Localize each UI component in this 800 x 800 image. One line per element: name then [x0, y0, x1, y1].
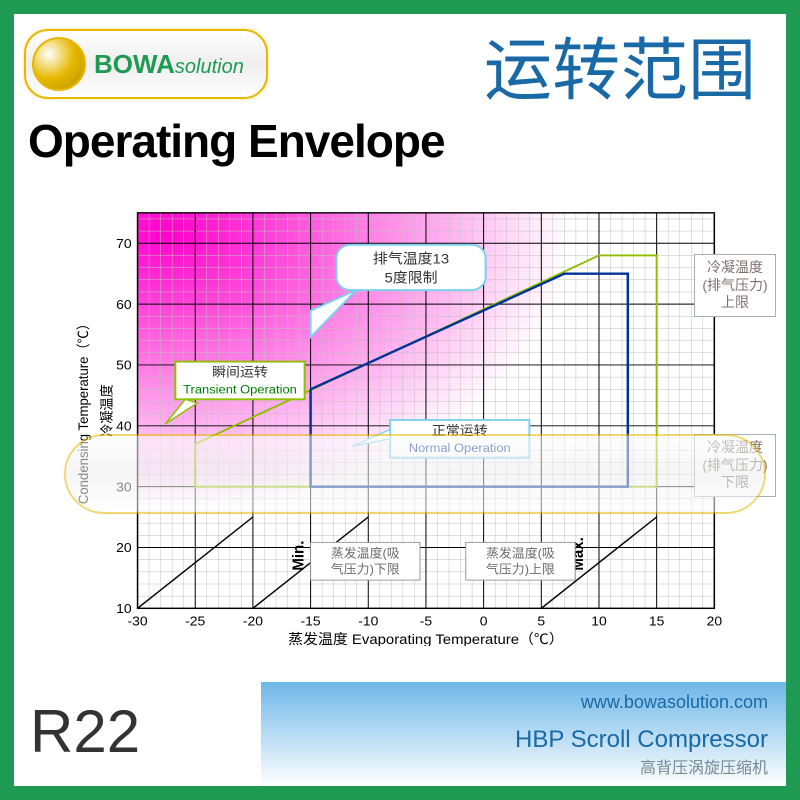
svg-text:Min.: Min. — [290, 541, 307, 571]
svg-text:20: 20 — [116, 541, 131, 556]
svg-text:70: 70 — [116, 236, 131, 251]
svg-text:5: 5 — [537, 614, 545, 629]
svg-text:40: 40 — [116, 419, 131, 434]
svg-text:30: 30 — [116, 480, 131, 495]
svg-text:Normal Operation: Normal Operation — [409, 441, 511, 455]
svg-text:蒸发温度(吸: 蒸发温度(吸 — [331, 546, 400, 561]
footer-right: www.bowasolution.com HBP Scroll Compress… — [261, 682, 786, 786]
svg-text:-5: -5 — [420, 614, 432, 629]
product-cn: 高背压涡旋压缩机 — [279, 754, 768, 778]
svg-text:50: 50 — [116, 358, 131, 373]
svg-text:Transient Operation: Transient Operation — [183, 383, 297, 397]
chart-svg: 10203040506070 -30-25-20-15-10-505101520… — [58, 194, 774, 646]
logo-icon — [32, 37, 86, 91]
svg-text:瞬间运转: 瞬间运转 — [212, 365, 268, 380]
logo-sub: solution — [175, 56, 244, 78]
svg-text:气压力)上限: 气压力)上限 — [486, 562, 555, 577]
evap-lower-label: 蒸发温度(吸 气压力)下限 — [311, 542, 420, 580]
svg-text:蒸发温度(吸: 蒸发温度(吸 — [486, 546, 555, 561]
svg-text:-15: -15 — [301, 614, 321, 629]
footer: R22 www.bowasolution.com HBP Scroll Comp… — [14, 682, 786, 786]
cond-lower-label: 冷凝温度(排气压力)下限 — [694, 434, 776, 497]
svg-text:冷凝温度: 冷凝温度 — [99, 384, 114, 437]
title-en: Operating Envelope — [14, 114, 786, 176]
evap-upper-label: 蒸发温度(吸 气压力)上限 — [466, 542, 575, 580]
svg-text:正常运转: 正常运转 — [432, 423, 488, 438]
svg-text:-10: -10 — [358, 614, 378, 629]
logo-main: BOWA — [94, 49, 175, 79]
svg-text:5度限制: 5度限制 — [385, 270, 438, 287]
product-en: HBP Scroll Compressor — [279, 726, 768, 754]
footer-url: www.bowasolution.com — [279, 692, 768, 713]
svg-text:排气温度13: 排气温度13 — [373, 251, 449, 268]
svg-text:蒸发温度 Evaporating Temperature（: 蒸发温度 Evaporating Temperature（℃） — [288, 631, 564, 646]
svg-text:-20: -20 — [243, 614, 263, 629]
page-card: BOWAsolution 运转范围 Operating Envelope — [14, 14, 786, 786]
logo-text: BOWAsolution — [94, 49, 244, 80]
cond-upper-label: 冷凝温度(排气压力)上限 — [694, 254, 776, 317]
refrigerant-label: R22 — [30, 697, 140, 766]
footer-left: R22 — [14, 682, 261, 786]
svg-text:-30: -30 — [127, 614, 147, 629]
header: BOWAsolution 运转范围 — [14, 14, 786, 114]
svg-text:0: 0 — [480, 614, 488, 629]
svg-text:Condensing Temperature（℃）: Condensing Temperature（℃） — [76, 317, 91, 504]
logo-badge: BOWAsolution — [24, 29, 268, 99]
svg-text:15: 15 — [649, 614, 664, 629]
svg-text:10: 10 — [591, 614, 606, 629]
svg-text:60: 60 — [116, 297, 131, 312]
svg-text:气压力)下限: 气压力)下限 — [331, 562, 400, 577]
svg-text:20: 20 — [707, 614, 722, 629]
svg-text:-25: -25 — [185, 614, 205, 629]
title-cn: 运转范围 — [268, 15, 776, 114]
envelope-chart: 10203040506070 -30-25-20-15-10-505101520… — [58, 194, 774, 646]
